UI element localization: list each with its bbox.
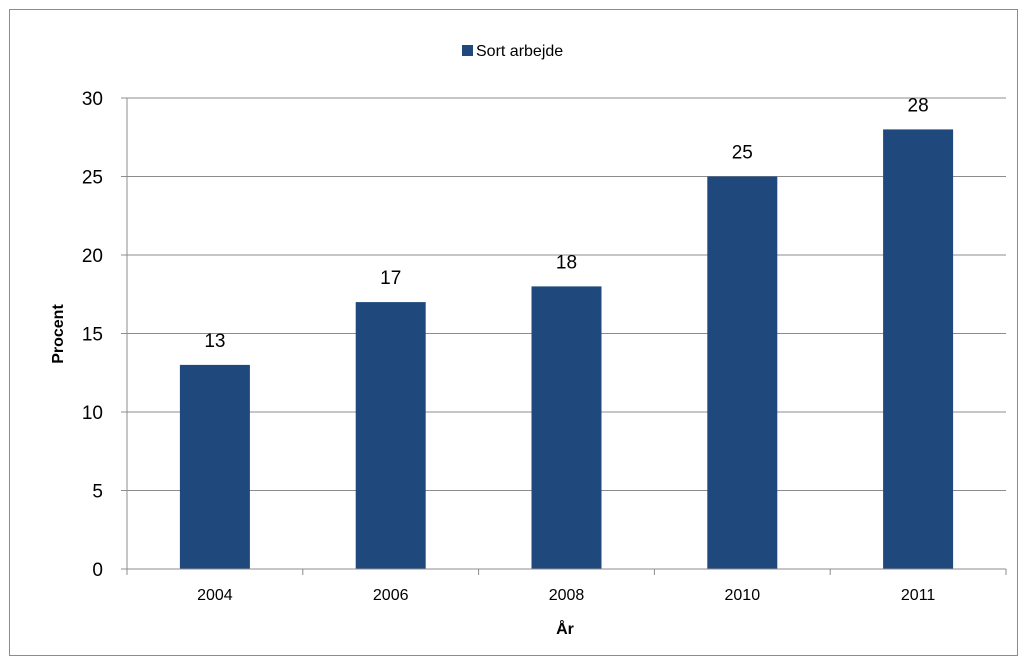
- bar: [883, 129, 954, 569]
- data-label: 18: [556, 252, 577, 273]
- y-tick-label: 0: [92, 560, 103, 581]
- bar: [179, 364, 250, 569]
- y-axis-ticks: 0 5 10 15 20 25 30: [82, 89, 127, 581]
- data-label: 17: [380, 268, 401, 289]
- data-label: 28: [908, 95, 929, 116]
- x-tick-label: 2006: [373, 587, 409, 604]
- bar: [355, 302, 426, 569]
- x-tick-label: 2004: [197, 587, 233, 604]
- x-tick-label: 2011: [901, 587, 936, 604]
- y-tick-label: 5: [92, 482, 103, 503]
- gridlines: [127, 97, 1006, 491]
- legend-label: Sort arbejde: [476, 43, 563, 60]
- y-tick-label: 20: [82, 246, 103, 267]
- bar: [531, 286, 602, 569]
- x-axis-ticks: 2004 2006 2008 2010 2011: [126, 569, 1007, 604]
- legend-swatch: [462, 45, 473, 56]
- data-label: 25: [732, 143, 753, 164]
- bars: [179, 129, 954, 569]
- data-labels: 13 17 18 25 28: [204, 95, 929, 352]
- y-tick-label: 30: [82, 89, 103, 110]
- x-tick-label: 2010: [725, 587, 761, 604]
- y-tick-label: 15: [82, 325, 103, 346]
- x-axis: [126, 98, 1006, 570]
- y-axis-title: Procent: [50, 304, 67, 364]
- data-label: 13: [204, 331, 225, 352]
- y-tick-label: 25: [82, 168, 103, 189]
- x-tick-label: 2008: [549, 587, 585, 604]
- y-tick-label: 10: [82, 403, 103, 424]
- x-axis-title: År: [556, 619, 574, 638]
- legend: Sort arbejde: [462, 43, 563, 60]
- bar: [707, 176, 778, 569]
- chart-frame: [9, 9, 1018, 656]
